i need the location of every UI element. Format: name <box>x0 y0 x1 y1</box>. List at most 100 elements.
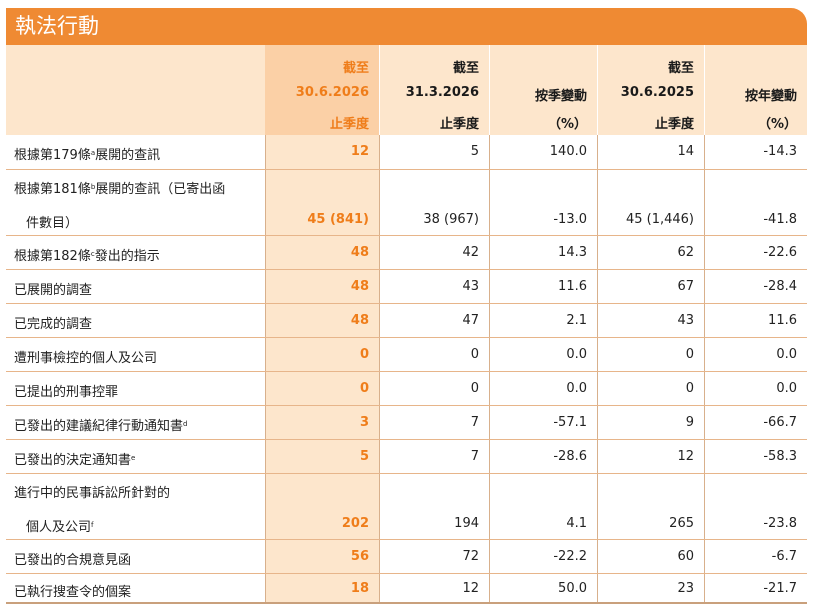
cell-value: 5 <box>470 144 479 159</box>
value-yoy-change: -14.3 <box>704 135 807 169</box>
row-label: 已發出的決定通知書e <box>6 440 265 473</box>
table-row: 進行中的民事訴訟所針對的 個人及公司f 202 194 4.1 265 -23.8 <box>6 474 807 540</box>
row-label-text: 已發出的決定通知書e <box>14 453 136 468</box>
header-line: （%） <box>547 117 587 132</box>
footnote-marker: b <box>90 183 96 191</box>
cell-value: 43 <box>677 313 694 328</box>
row-label-text: 根據第181條b展開的查訊（已寄出函 <box>14 182 226 197</box>
value-yoy-change: 11.6 <box>704 304 807 337</box>
row-label-text: 根據第182條c發出的指示 <box>14 249 160 264</box>
value-yoy-change: 0.0 <box>704 338 807 371</box>
row-label: 進行中的民事訴訟所針對的 個人及公司f <box>6 474 265 539</box>
row-label-text: 已完成的調查 <box>14 317 93 332</box>
value-yoy-change: 0.0 <box>704 372 807 405</box>
cell-value: 0 <box>685 381 694 396</box>
row-label: 遭刑事檢控的個人及公司 <box>6 338 265 371</box>
row-label: 已提出的刑事控罪 <box>6 372 265 405</box>
table-row: 已展開的調查 48 43 11.6 67 -28.4 <box>6 270 807 304</box>
cell-value: 7 <box>470 415 479 430</box>
cell-value: -57.1 <box>553 415 587 430</box>
cell-value: -28.6 <box>553 449 587 464</box>
value-previous-quarter: 5 <box>379 135 489 169</box>
table-row: 根據第179條a展開的查訊 12 5 140.0 14 -14.3 <box>6 135 807 170</box>
cell-value: 14 <box>677 144 694 159</box>
value-yoy-change: -58.3 <box>704 440 807 473</box>
value-year-ago-quarter: 9 <box>597 406 704 439</box>
header-line: 止季度 <box>329 117 369 132</box>
value-qoq-change: -22.2 <box>489 540 597 573</box>
row-label: 已展開的調查 <box>6 270 265 303</box>
table-row: 遭刑事檢控的個人及公司 0 0 0.0 0 0.0 <box>6 338 807 372</box>
cell-value: 0 <box>470 347 479 362</box>
cell-value: 0.0 <box>776 347 797 362</box>
header-line: 截至 <box>667 61 694 76</box>
cell-value: 12 <box>677 449 694 464</box>
cell-value: 0 <box>359 381 369 396</box>
value-year-ago-quarter: 23 <box>597 574 704 602</box>
cell-value: 72 <box>462 549 479 564</box>
row-label-text: 已展開的調查 <box>14 283 93 298</box>
table-row: 已發出的合規意見函 56 72 -22.2 60 -6.7 <box>6 540 807 574</box>
row-label-text: 已發出的建議紀律行動通知書d <box>14 419 188 434</box>
row-label: 已發出的合規意見函 <box>6 540 265 573</box>
cell-value: 140.0 <box>549 144 587 159</box>
value-current-quarter: 48 <box>265 270 379 303</box>
cell-value: 56 <box>350 549 369 564</box>
header-current-quarter: 截至 30.6.2026 止季度 <box>265 45 379 135</box>
cell-value: 60 <box>677 549 694 564</box>
footnote-marker: a <box>90 149 96 157</box>
table-row: 根據第182條c發出的指示 48 42 14.3 62 -22.6 <box>6 236 807 270</box>
value-previous-quarter: 72 <box>379 540 489 573</box>
value-current-quarter: 3 <box>265 406 379 439</box>
cell-value: -21.7 <box>763 581 797 596</box>
cell-value: 0.0 <box>566 347 587 362</box>
value-yoy-change: -66.7 <box>704 406 807 439</box>
cell-value: -66.7 <box>763 415 797 430</box>
cell-value: -14.3 <box>763 144 797 159</box>
table-row: 已發出的建議紀律行動通知書d 3 7 -57.1 9 -66.7 <box>6 406 807 440</box>
cell-value: 3 <box>359 415 369 430</box>
table-row: 已執行搜查令的個案 18 12 50.0 23 -21.7 <box>6 574 807 604</box>
cell-value: 0.0 <box>776 381 797 396</box>
value-current-quarter: 48 <box>265 236 379 269</box>
value-year-ago-quarter: 62 <box>597 236 704 269</box>
header-year-ago-quarter: 截至 30.6.2025 止季度 <box>597 45 704 135</box>
header-line: （%） <box>757 117 797 132</box>
row-label: 已完成的調查 <box>6 304 265 337</box>
value-year-ago-quarter: 43 <box>597 304 704 337</box>
value-previous-quarter: 43 <box>379 270 489 303</box>
footnote-marker: e <box>131 454 136 462</box>
header-line: 30.6.2025 <box>620 85 694 100</box>
cell-value: 0.0 <box>566 381 587 396</box>
value-qoq-change: 11.6 <box>489 270 597 303</box>
cell-value: 7 <box>470 449 479 464</box>
cell-value: 14.3 <box>558 245 587 260</box>
value-qoq-change: -13.0 <box>489 170 597 235</box>
header-yoy-change: 按年變動 （%） <box>704 45 807 135</box>
cell-value: -13.0 <box>553 212 587 227</box>
value-qoq-change: -57.1 <box>489 406 597 439</box>
value-previous-quarter: 7 <box>379 440 489 473</box>
row-label-text: 根據第179條a展開的查訊 <box>14 148 161 163</box>
cell-value: 12 <box>350 144 369 159</box>
value-current-quarter: 12 <box>265 135 379 169</box>
value-previous-quarter: 0 <box>379 338 489 371</box>
cell-value: 0 <box>470 381 479 396</box>
cell-value: 48 <box>350 245 369 260</box>
footnote-marker: f <box>91 521 94 529</box>
table-row: 已發出的決定通知書e 5 7 -28.6 12 -58.3 <box>6 440 807 474</box>
cell-value: 47 <box>462 313 479 328</box>
value-current-quarter: 202 <box>265 474 379 539</box>
header-previous-quarter: 截至 31.3.2026 止季度 <box>379 45 489 135</box>
cell-value: -58.3 <box>763 449 797 464</box>
value-qoq-change: 0.0 <box>489 338 597 371</box>
cell-value: 4.1 <box>566 516 587 531</box>
row-label-continuation: 件數目） <box>26 216 79 231</box>
table-row: 根據第181條b展開的查訊（已寄出函 件數目） 45 (841) 38 (967) -1… <box>6 170 807 236</box>
value-current-quarter: 45 (841) <box>265 170 379 235</box>
row-label-text: 已執行搜查令的個案 <box>14 585 132 600</box>
header-qoq-change: 按季變動 （%） <box>489 45 597 135</box>
header-line: 按年變動 <box>744 89 797 104</box>
row-label-text: 已提出的刑事控罪 <box>14 385 119 400</box>
value-qoq-change: 4.1 <box>489 474 597 539</box>
